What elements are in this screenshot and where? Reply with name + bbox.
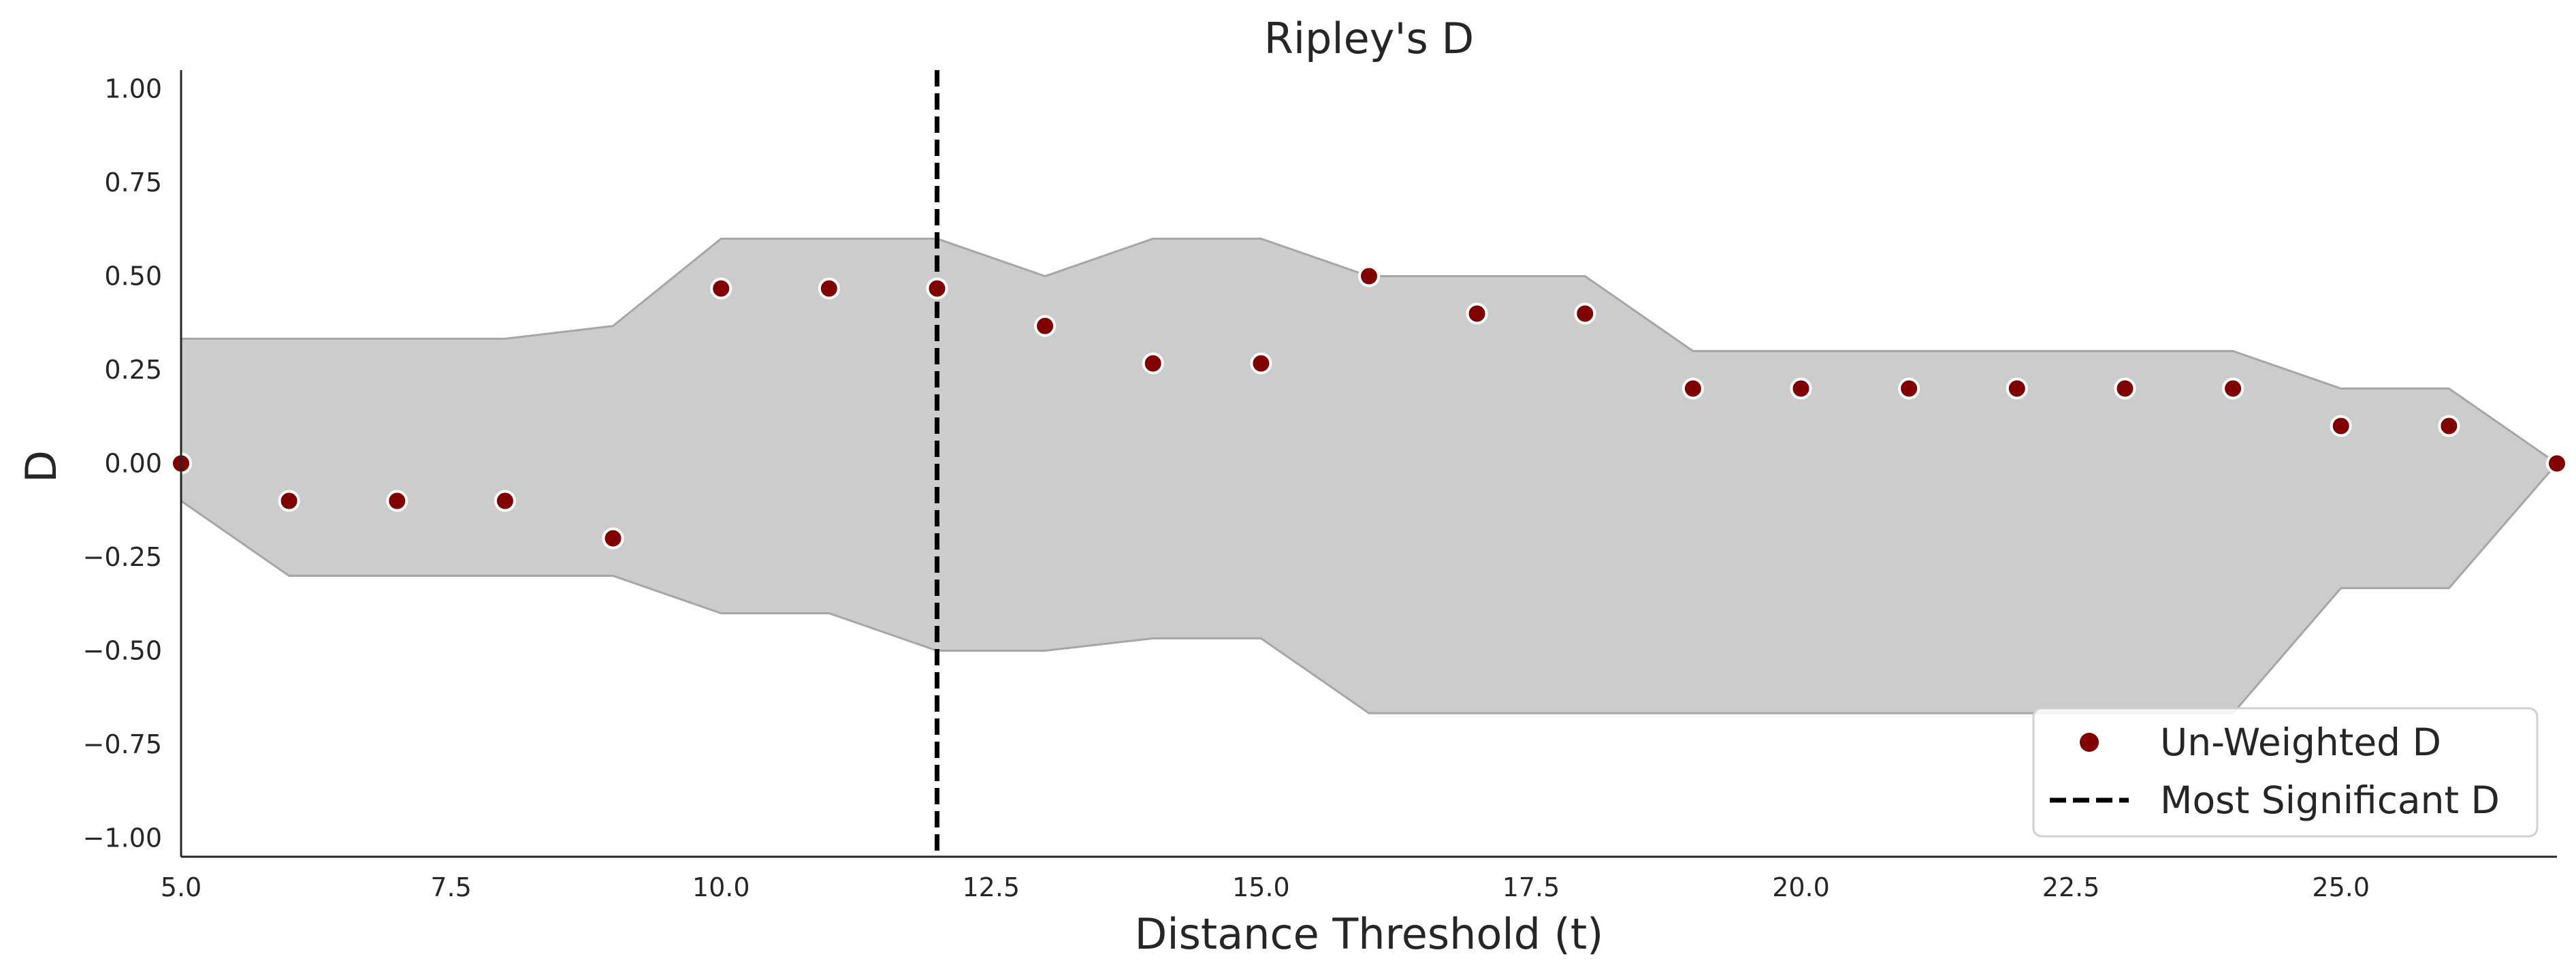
data-point <box>2114 377 2136 400</box>
data-point <box>602 527 624 550</box>
data-point <box>2330 415 2352 437</box>
data-point <box>2438 415 2460 437</box>
points-layer <box>170 265 2568 550</box>
data-point <box>818 277 840 300</box>
x-tick-label: 25.0 <box>2312 872 2370 902</box>
x-tick-label: 5.0 <box>161 872 202 902</box>
x-tick-label: 20.0 <box>1772 872 1830 902</box>
axes <box>180 70 2557 858</box>
data-point <box>2546 452 2568 475</box>
data-point <box>1250 352 1272 375</box>
legend-label-unweighted-d: Un-Weighted D <box>2160 721 2441 764</box>
data-point <box>1142 352 1164 375</box>
data-point <box>710 277 732 300</box>
data-point <box>1681 377 1704 400</box>
x-axis-title: Distance Threshold (t) <box>1135 909 1604 959</box>
legend-box <box>2032 707 2539 838</box>
data-point <box>1574 302 1596 325</box>
legend: Un-Weighted D Most Significant D <box>2032 707 2539 838</box>
y-axis-ticks: 1.00 0.75 0.50 0.25 0.00 −0.25 −0.50 −0.75 −1.00 <box>83 74 162 853</box>
data-point <box>1466 302 1488 325</box>
y-tick-label: 0.50 <box>104 262 162 291</box>
y-tick-label: −0.50 <box>83 636 162 666</box>
envelope-layer <box>180 238 2559 714</box>
data-point <box>926 277 948 300</box>
y-axis-title: D <box>16 450 66 483</box>
x-tick-label: 10.0 <box>692 872 750 902</box>
confidence-envelope <box>180 238 2559 714</box>
x-axis-ticks: 5.0 7.5 10.0 12.5 15.0 17.5 20.0 22.5 25.0 <box>161 872 2370 902</box>
legend-marker-unweighted-d <box>2080 733 2099 752</box>
data-point <box>278 490 300 512</box>
x-tick-label: 22.5 <box>2042 872 2100 902</box>
data-point <box>2222 377 2244 400</box>
data-point <box>1898 377 1920 400</box>
y-tick-label: 1.00 <box>104 74 162 104</box>
chart-title: Ripley's D <box>1264 14 1475 63</box>
y-tick-label: −0.75 <box>83 729 162 759</box>
x-tick-label: 15.0 <box>1232 872 1290 902</box>
x-tick-label: 7.5 <box>430 872 471 902</box>
data-point <box>2006 377 2028 400</box>
x-tick-label: 17.5 <box>1502 872 1560 902</box>
y-tick-label: 0.00 <box>104 449 162 479</box>
data-point <box>494 490 516 512</box>
data-point <box>1358 265 1380 287</box>
x-tick-label: 12.5 <box>962 872 1020 902</box>
data-point <box>386 490 408 512</box>
data-point <box>1790 377 1812 400</box>
y-tick-label: 0.75 <box>104 168 162 197</box>
y-tick-label: 0.25 <box>104 355 162 385</box>
y-tick-label: −0.25 <box>83 542 162 572</box>
legend-label-most-significant-d: Most Significant D <box>2160 778 2500 822</box>
data-point <box>1034 315 1057 337</box>
y-tick-label: −1.00 <box>83 823 162 853</box>
